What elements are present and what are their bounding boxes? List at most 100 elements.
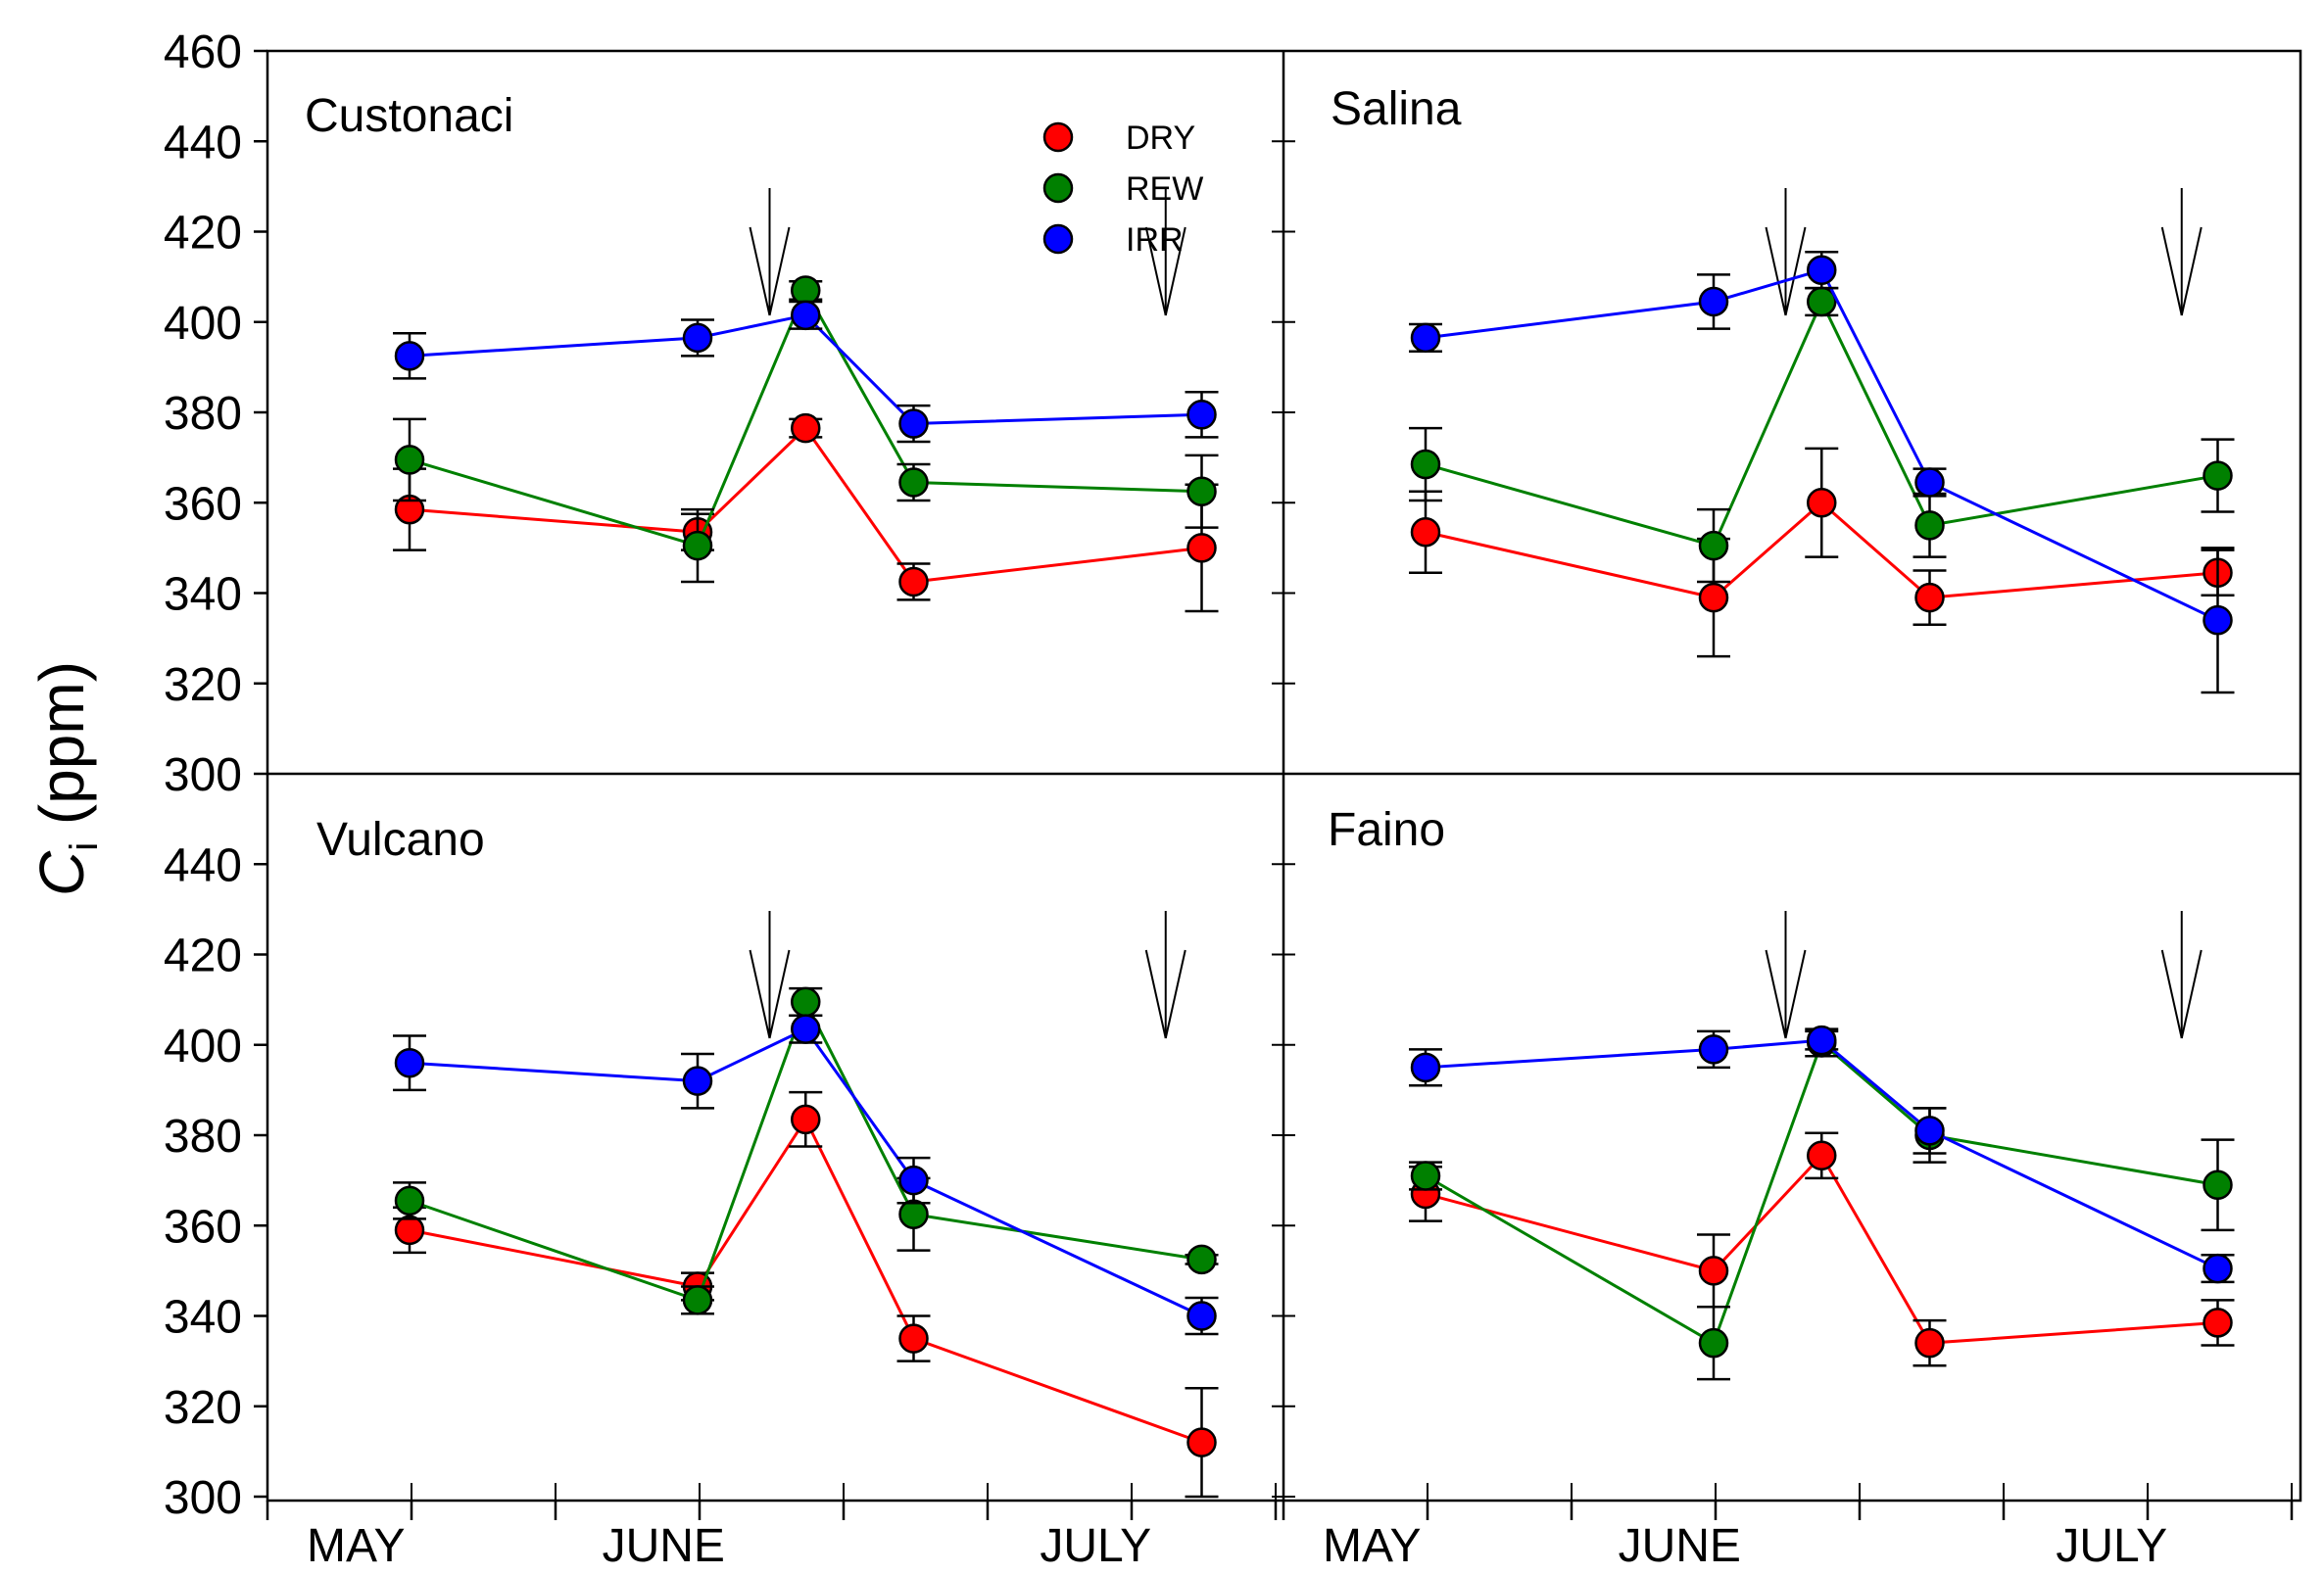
legend-item-irr: IRR xyxy=(1042,221,1184,259)
treatment-arrow xyxy=(1144,188,1186,316)
data-point-dry xyxy=(1698,582,1729,613)
y-axis-title-unit: (ppm) xyxy=(26,661,97,842)
month-label-july: JULY xyxy=(2056,1520,2167,1572)
legend: DRY REW IRR xyxy=(1042,119,1203,259)
data-point-rew xyxy=(1698,530,1729,561)
legend-label: DRY xyxy=(1126,119,1195,157)
series-line-irr xyxy=(1425,267,2219,622)
data-point-irr xyxy=(1698,1034,1729,1065)
data-point-irr xyxy=(898,1165,929,1196)
data-point-rew xyxy=(394,1185,425,1217)
y-bottom-tick-label: 420 xyxy=(164,931,242,982)
y-top-tick-label: 300 xyxy=(164,749,242,801)
y-axis: 300 320 340 360 380 400 420 440 460 300 320 340 360 3… xyxy=(164,26,1295,1524)
treatment-arrow xyxy=(2160,911,2203,1039)
data-point-rew xyxy=(394,445,425,475)
data-point-dry xyxy=(1807,1140,1837,1171)
data-point-irr xyxy=(1807,1025,1837,1056)
data-point-irr xyxy=(2203,1253,2233,1284)
treatment-arrow xyxy=(749,911,791,1039)
panel-vulcano: Vulcano xyxy=(316,814,1219,1499)
data-point-dry xyxy=(1410,516,1441,548)
panel-faino: Faino xyxy=(1328,804,2235,1381)
panel-title: Vulcano xyxy=(316,814,485,866)
series-dry xyxy=(1409,447,2235,658)
panel-title: Faino xyxy=(1328,804,1445,856)
data-point-rew xyxy=(682,1285,713,1315)
legend-marker xyxy=(1042,121,1074,153)
series-line-rew xyxy=(409,998,1202,1303)
month-label-may: MAY xyxy=(1323,1520,1421,1572)
treatment-arrow xyxy=(1765,911,1807,1039)
data-point-rew xyxy=(1186,476,1217,506)
series-line-dry xyxy=(1425,1153,2218,1345)
y-top-tick-label: 360 xyxy=(164,478,242,530)
data-point-dry xyxy=(1186,1427,1217,1457)
y-top-tick-label: 340 xyxy=(164,569,242,621)
legend-marker xyxy=(1042,172,1074,204)
data-point-irr xyxy=(682,322,713,354)
data-point-rew xyxy=(1914,510,1945,541)
treatment-arrow xyxy=(749,188,791,316)
month-label-july: JULY xyxy=(1040,1520,1151,1572)
data-point-rew xyxy=(791,986,821,1018)
data-point-rew xyxy=(898,1199,929,1229)
y-top-tick-label: 320 xyxy=(164,659,242,711)
legend-label: REW xyxy=(1126,170,1203,208)
treatment-arrow xyxy=(1144,911,1186,1039)
legend-item-rew: REW xyxy=(1042,170,1203,208)
treatment-arrow xyxy=(1765,188,1807,316)
y-top-tick-label: 380 xyxy=(164,388,242,440)
data-point-irr xyxy=(1807,255,1837,285)
series-irr xyxy=(393,300,1219,444)
legend-marker xyxy=(1042,223,1074,255)
data-point-irr xyxy=(791,1014,821,1044)
series-line-irr xyxy=(409,1026,1203,1317)
series-dry xyxy=(393,412,1219,613)
month-label-june: JUNE xyxy=(1619,1520,1741,1572)
series-rew xyxy=(1409,286,2235,584)
series-dry xyxy=(1409,1131,2235,1367)
data-point-irr xyxy=(682,1066,713,1096)
data-point-rew xyxy=(2203,460,2233,491)
data-point-irr xyxy=(1186,1301,1217,1331)
data-point-rew xyxy=(1186,1244,1217,1275)
data-point-dry xyxy=(898,566,929,597)
y-bottom-tick-label: 340 xyxy=(164,1292,242,1344)
series-line-irr xyxy=(409,313,1202,426)
data-point-dry xyxy=(1807,488,1837,518)
y-top-tick-label: 440 xyxy=(164,117,242,168)
data-point-dry xyxy=(394,1215,425,1246)
month-label-may: MAY xyxy=(307,1520,405,1572)
series-rew xyxy=(393,275,1219,584)
data-point-irr xyxy=(1698,286,1729,317)
panels: Custonaci Salina Vulcano Faino xyxy=(305,83,2235,1499)
data-point-irr xyxy=(394,1047,425,1078)
data-point-irr xyxy=(1914,467,1945,498)
series-dry xyxy=(393,1090,1219,1499)
y-top-tick-label: 420 xyxy=(164,208,242,260)
data-point-dry xyxy=(1698,1256,1729,1286)
legend-label: IRR xyxy=(1126,221,1184,259)
data-point-dry xyxy=(791,1104,821,1135)
data-point-dry xyxy=(1186,533,1217,563)
data-point-irr xyxy=(1410,322,1441,354)
data-point-rew xyxy=(2203,1169,2233,1200)
panel-custonaci: Custonaci xyxy=(305,90,1219,613)
y-axis-title-subscript: i xyxy=(63,842,106,851)
series-irr xyxy=(393,1014,1219,1336)
y-bottom-tick-label: 360 xyxy=(164,1201,242,1253)
series-line-dry xyxy=(409,425,1202,584)
y-bottom-tick-label: 380 xyxy=(164,1111,242,1163)
y-bottom-tick-label: 400 xyxy=(164,1021,242,1073)
series-irr xyxy=(1409,251,2235,694)
data-point-rew xyxy=(898,467,929,498)
y-bottom-tick-label: 320 xyxy=(164,1382,242,1434)
data-point-rew xyxy=(682,530,713,561)
y-bottom-tick-label: 440 xyxy=(164,839,242,891)
y-top-tick-label: 460 xyxy=(164,26,242,78)
treatment-arrow xyxy=(2160,188,2203,316)
y-bottom-tick-label: 300 xyxy=(164,1472,242,1524)
panel-frames xyxy=(266,49,2302,1503)
